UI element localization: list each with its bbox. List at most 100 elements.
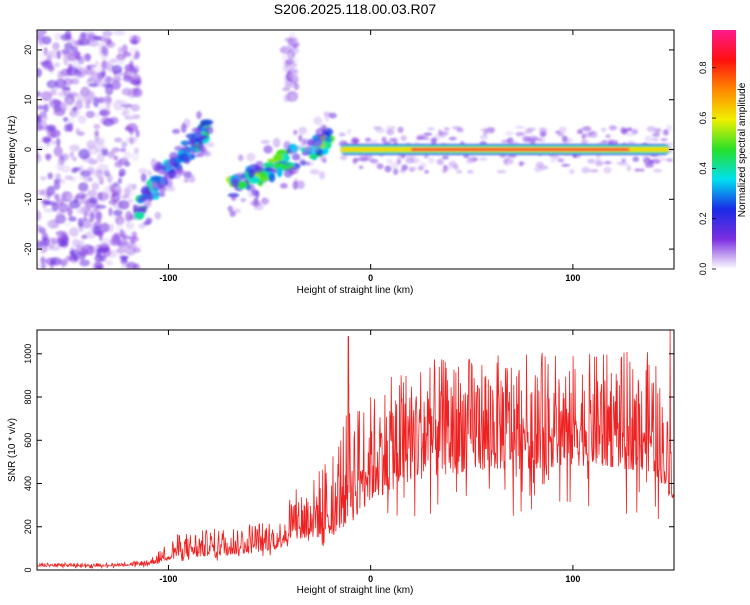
snr-xtick-label: 0 <box>368 574 373 584</box>
spectrogram-cell <box>456 170 463 174</box>
spectrogram-cell <box>104 95 112 104</box>
spectrogram-cell <box>272 137 281 148</box>
spectrogram-cell <box>113 155 118 161</box>
spectrogram-cell <box>309 168 320 175</box>
spectrogram-cell <box>70 167 78 174</box>
spectrogram-cell <box>118 199 130 210</box>
spectrogram-cell <box>314 140 323 148</box>
spectrogram-cell <box>128 198 134 203</box>
spectrogram-cell <box>352 157 358 165</box>
spectrogram-cell <box>283 169 293 178</box>
spectrogram-cell <box>84 53 92 62</box>
spectrogram-cell <box>108 223 114 233</box>
spectrogram-ytick-label: 0 <box>23 147 33 152</box>
spectrogram-cell <box>86 189 98 198</box>
spectrogram-cell <box>199 141 204 148</box>
spectrogram-cell <box>268 173 276 183</box>
spectrogram-cell <box>594 160 604 167</box>
spectrogram-cell <box>581 126 592 131</box>
spectrogram-cell <box>121 256 127 262</box>
spectrogram-carrier-band <box>411 148 630 151</box>
spectrogram-cell <box>53 62 61 68</box>
spectrogram-cell <box>110 184 122 194</box>
spectrogram-cell <box>479 134 488 140</box>
spectrogram-cell <box>237 181 247 189</box>
snr-frame <box>36 329 675 571</box>
spectrogram-cell <box>415 136 425 141</box>
spectrogram-cell <box>625 131 635 137</box>
spectrogram-cell <box>69 151 75 158</box>
spectrogram-cell <box>358 165 364 170</box>
spectrogram-cell <box>60 241 69 248</box>
spectrogram-cell <box>255 190 260 199</box>
spectrogram-cell <box>117 159 124 166</box>
spectrogram-cell <box>87 209 93 220</box>
spectrogram-cell <box>126 261 137 269</box>
spectrogram-cell <box>313 116 323 125</box>
snr-ytick-label: 600 <box>23 433 33 448</box>
spectrogram-cell <box>427 127 435 131</box>
spectrogram-cell <box>138 167 148 174</box>
spectrogram-cell <box>646 125 656 133</box>
spectrogram-cell <box>607 139 617 146</box>
spectrogram-cell <box>291 42 298 49</box>
spectrogram-cell <box>54 193 60 201</box>
spectrogram-cell <box>504 131 514 136</box>
spectrogram-cell <box>589 130 596 136</box>
spectrogram-cell <box>77 131 85 137</box>
spectrogram-cell <box>386 158 394 164</box>
spectrogram-cell <box>448 136 457 141</box>
spectrogram-cell <box>89 197 98 204</box>
spectrogram-cell <box>88 246 98 256</box>
spectrogram-cell <box>627 127 632 131</box>
spectrogram-cell <box>282 86 291 92</box>
spectrogram-cell <box>118 172 124 177</box>
spectrogram-cell <box>229 210 236 217</box>
spectrogram-cell <box>441 165 452 172</box>
spectrogram-cell <box>328 112 337 119</box>
spectrogram-cell <box>37 142 41 147</box>
spectrogram-cell <box>172 128 181 134</box>
spectrogram-cell <box>102 117 114 127</box>
spectrogram-cell <box>364 137 372 142</box>
spectrogram-cell <box>654 127 662 133</box>
spectrogram-cell <box>47 172 54 180</box>
spectrogram-cell <box>386 128 395 136</box>
spectrogram-cell <box>555 130 561 134</box>
spectrogram-cell <box>37 114 43 125</box>
spectrogram-cell <box>292 180 298 190</box>
spectrogram-cell <box>57 159 70 167</box>
spectrogram-cell <box>102 30 113 37</box>
spectrogram-cell <box>68 227 79 237</box>
spectrogram-ytick-label: 10 <box>23 95 33 105</box>
colorbar-tick-label: 0.2 <box>698 212 708 225</box>
spectrogram-cell <box>390 162 399 170</box>
spectrogram-cell <box>384 165 392 173</box>
figure-title: S206.2025.118.00.03.R07 <box>274 1 437 17</box>
spectrogram-cell <box>324 113 329 122</box>
spectrogram-cell <box>94 60 99 67</box>
spectrogram-cell <box>82 216 87 221</box>
spectrogram-cell <box>69 249 81 257</box>
spectrogram-cell <box>40 263 47 269</box>
spectrogram-cell <box>49 98 61 108</box>
spectrogram-cell <box>603 166 612 174</box>
spectrogram-cell <box>58 258 69 266</box>
spectrogram-cell <box>77 208 85 214</box>
spectrogram-cell <box>93 123 101 130</box>
spectrogram-cell <box>190 137 196 143</box>
spectrogram-cell <box>106 174 113 184</box>
spectrogram-cell <box>40 199 51 204</box>
snr-plot-area <box>37 330 674 570</box>
spectrogram-cell <box>106 104 111 110</box>
spectrogram-cell <box>273 153 284 161</box>
spectrogram-cell <box>386 125 397 131</box>
spectrogram-cell <box>526 127 537 132</box>
spectrogram-cell <box>174 145 184 152</box>
spectrogram-cell <box>96 152 105 163</box>
spectrogram-cell <box>157 166 167 175</box>
spectrogram-cell <box>51 202 59 212</box>
spectrogram-xtick-label: 0 <box>368 273 373 283</box>
spectrogram-cell <box>651 138 659 142</box>
spectrogram-cell <box>53 109 66 117</box>
